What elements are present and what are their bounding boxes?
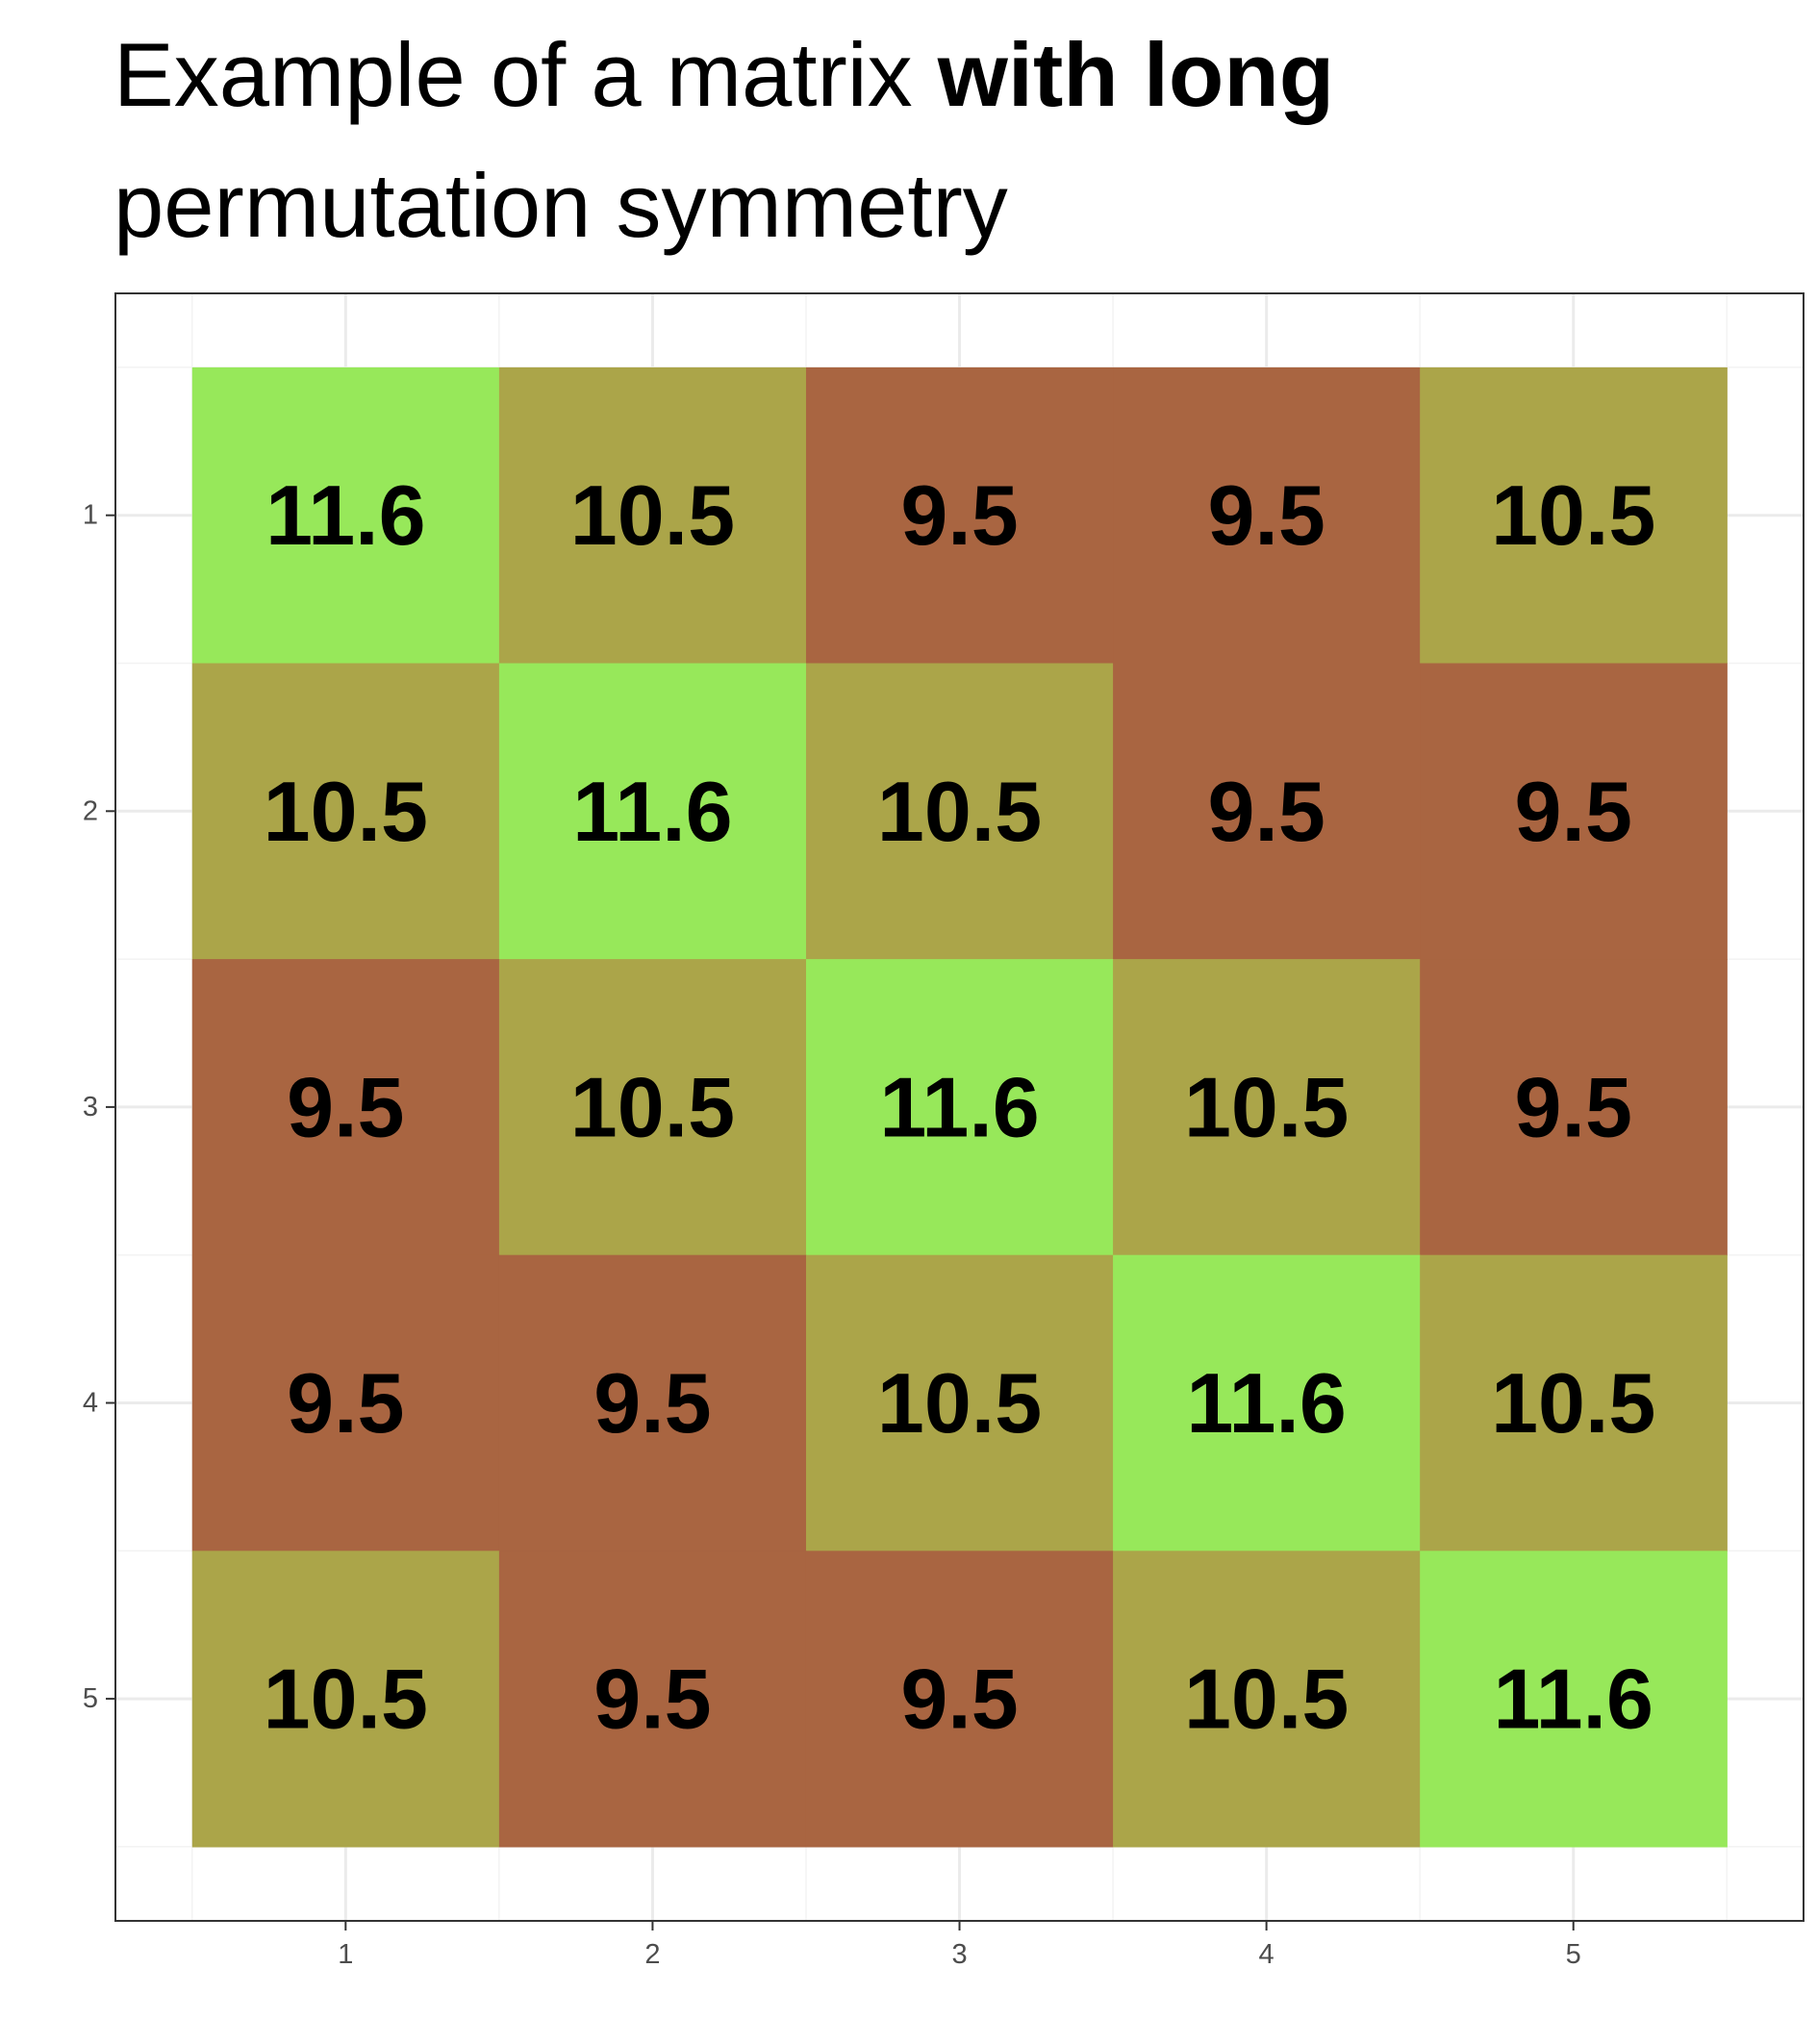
y-tick-label: 4 <box>83 1388 98 1419</box>
cell-value-label: 11.6 <box>265 467 425 563</box>
cell-value-label: 10.5 <box>877 1355 1042 1451</box>
cell-value-label: 9.5 <box>900 1652 1018 1747</box>
heatmap-cell <box>191 663 500 960</box>
heatmap-cell <box>498 959 807 1256</box>
x-tick-label: 2 <box>644 1939 660 1970</box>
heatmap-cell <box>1113 1254 1421 1552</box>
heatmap-cell <box>191 1551 500 1848</box>
cell-value-label: 9.5 <box>287 1059 404 1154</box>
cell-value-label: 9.5 <box>287 1355 404 1451</box>
chart-title: Example of a matrix with long permutation… <box>114 10 1334 271</box>
heatmap-cell <box>191 959 500 1256</box>
title-line2: permutation symmetry <box>114 155 1008 256</box>
cell-value-label: 9.5 <box>593 1355 711 1451</box>
x-tick-label: 3 <box>951 1939 967 1970</box>
cell-value-label: 11.6 <box>879 1059 1039 1154</box>
cell-value-label: 9.5 <box>1207 467 1325 563</box>
title-line1-normal: Example of a matrix <box>114 24 938 125</box>
heatmap-cells <box>191 366 1728 1848</box>
cell-value-label: 10.5 <box>1491 1355 1655 1451</box>
heatmap-cell <box>1420 1551 1728 1848</box>
heatmap-cell <box>191 1254 500 1552</box>
x-tick-label: 4 <box>1259 1939 1274 1970</box>
cell-value-label: 10.5 <box>264 1652 428 1747</box>
y-tick-label: 3 <box>83 1092 98 1123</box>
x-tick-label: 1 <box>338 1939 353 1970</box>
cell-value-label: 10.5 <box>264 764 428 859</box>
heatmap-cell <box>191 366 500 665</box>
cell-value-label: 9.5 <box>1515 1059 1632 1154</box>
y-tick-label: 2 <box>83 795 98 826</box>
heatmap-cell <box>1113 663 1421 960</box>
heatmap-cell <box>805 1551 1114 1848</box>
heatmap-cell <box>498 1551 807 1848</box>
heatmap-cell <box>1420 663 1728 960</box>
heatmap-cell <box>1420 1254 1728 1552</box>
heatmap-cell <box>498 663 807 960</box>
cell-value-label: 10.5 <box>1184 1652 1349 1747</box>
cell-value-label: 9.5 <box>1207 764 1325 859</box>
heatmap-cell <box>805 1254 1114 1552</box>
axes: 1 2 3 4 5 1 2 3 4 5 <box>83 500 1581 1970</box>
cell-value-label: 9.5 <box>593 1652 711 1747</box>
heatmap-cell <box>1420 366 1728 665</box>
cell-value-label: 11.6 <box>572 764 732 859</box>
heatmap-cell <box>805 959 1114 1256</box>
cell-value-label: 10.5 <box>877 764 1042 859</box>
heatmap-cell <box>498 1254 807 1552</box>
heatmap-cell <box>1113 366 1421 665</box>
y-tick-label: 1 <box>83 500 98 531</box>
cell-value-label: 10.5 <box>1184 1059 1349 1154</box>
heatmap-cell <box>1420 959 1728 1256</box>
cell-value-label: 9.5 <box>900 467 1018 563</box>
cell-value-label: 11.6 <box>1494 1652 1653 1747</box>
title-line1-bold: with long <box>937 24 1335 125</box>
cell-value-label: 11.6 <box>1186 1355 1346 1451</box>
heatmap-cell <box>498 366 807 665</box>
x-tick-label: 5 <box>1566 1939 1581 1970</box>
cell-value-label: 10.5 <box>1491 467 1655 563</box>
heatmap-cell <box>805 663 1114 960</box>
y-tick-label: 5 <box>83 1683 98 1714</box>
heatmap-cell <box>805 366 1114 665</box>
cell-labels: 11.6 10.5 9.5 9.5 10.5 10.5 11.6 10.5 9.5 9.5 9.5 1… <box>264 467 1656 1746</box>
heatmap-cell <box>1113 959 1421 1256</box>
cell-value-label: 10.5 <box>570 1059 735 1154</box>
cell-value-label: 9.5 <box>1515 764 1632 859</box>
heatmap-cell <box>1113 1551 1421 1848</box>
cell-value-label: 10.5 <box>570 467 735 563</box>
